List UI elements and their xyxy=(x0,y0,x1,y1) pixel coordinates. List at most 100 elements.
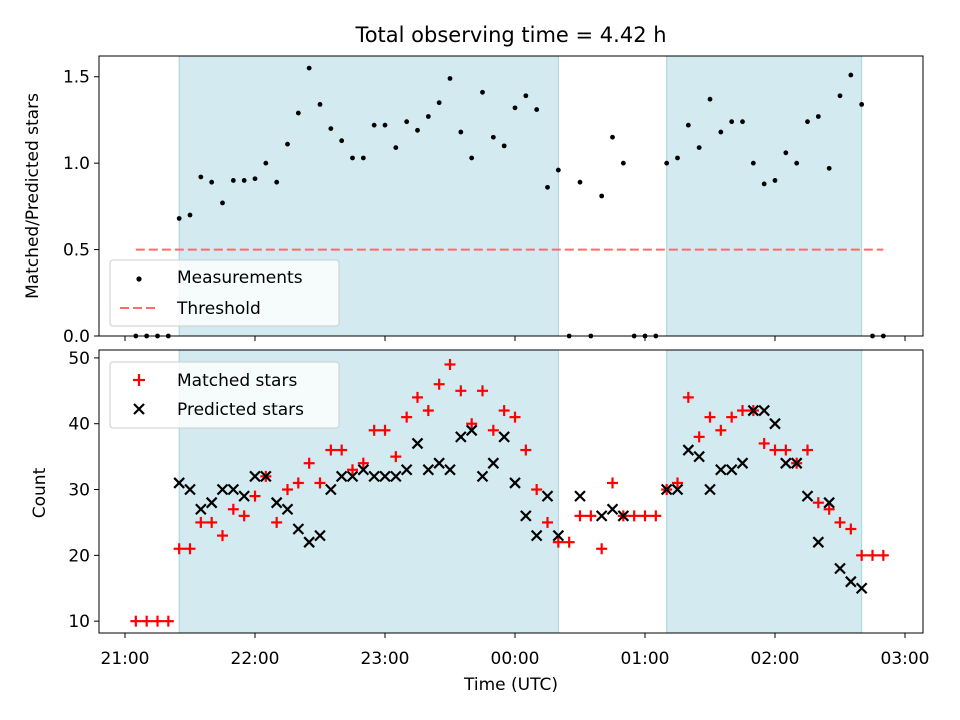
matched-star-point xyxy=(845,523,857,535)
top-ytick-label: 1.5 xyxy=(63,68,90,88)
top-shade-1 xyxy=(666,55,863,337)
top-x-ticks xyxy=(124,336,906,341)
measurement-point xyxy=(490,134,496,140)
matched-star-point xyxy=(433,378,445,390)
predicted-star-point xyxy=(812,536,825,548)
predicted-star-point xyxy=(368,470,380,483)
measurement-point xyxy=(707,96,713,102)
measurement-point xyxy=(848,72,854,78)
measurement-point xyxy=(285,141,290,147)
matched-star-point xyxy=(401,411,413,423)
matched-star-point xyxy=(390,451,402,463)
predicted-star-point xyxy=(552,529,565,542)
bottom-y-ticks: 10 20 30 40 50 xyxy=(68,349,99,632)
top-legend-box xyxy=(109,259,340,327)
predicted-star-point xyxy=(747,404,760,417)
predicted-star-point xyxy=(520,510,532,522)
measurement-point xyxy=(859,101,865,107)
measurement-point xyxy=(555,167,561,173)
predicted-star-point xyxy=(617,510,630,522)
predicted-star-point xyxy=(465,424,478,437)
predicted-star-point xyxy=(823,496,835,509)
matched-star-point xyxy=(249,490,261,502)
legend-matched-marker xyxy=(133,374,145,386)
top-ytick-label: 0.0 xyxy=(63,327,90,347)
measurement-point xyxy=(750,160,756,166)
predicted-star-point xyxy=(530,529,543,542)
legend-threshold-label: Threshold xyxy=(176,299,261,319)
matched-star-point xyxy=(650,510,662,522)
matched-star-point xyxy=(726,411,738,423)
matched-star-point xyxy=(802,444,813,456)
matched-star-point xyxy=(542,516,553,528)
measurement-point xyxy=(458,129,464,135)
matched-star-point xyxy=(531,484,543,496)
matched-star-point xyxy=(574,510,586,522)
matched-star-point xyxy=(628,510,640,522)
matched-star-point xyxy=(314,477,326,489)
measurement-point xyxy=(480,89,485,95)
predicted-star-point xyxy=(487,457,500,469)
matched-star-point xyxy=(487,424,499,436)
measurement-point xyxy=(523,93,529,99)
matched-star-point xyxy=(466,418,478,430)
predicted-star-point xyxy=(693,450,705,463)
xtick-label: 02:00 xyxy=(751,649,800,669)
xtick-label: 23:00 xyxy=(361,649,410,669)
predicted-star-point xyxy=(173,477,185,489)
predicted-star-point xyxy=(325,483,337,496)
legend-predicted-marker xyxy=(133,403,145,415)
measurement-point xyxy=(783,150,789,156)
measurement-point xyxy=(263,160,269,166)
measurement-point xyxy=(360,155,366,161)
predicted-star-point xyxy=(205,496,218,509)
predicted-star-point xyxy=(249,470,261,483)
matched-star-point xyxy=(477,385,488,397)
predicted-star-point xyxy=(834,562,846,575)
predicted-star-point xyxy=(725,464,738,476)
measurement-point xyxy=(339,138,345,144)
matched-star-point xyxy=(271,516,283,528)
matched-star-point xyxy=(639,510,651,522)
top-ytick-label: 1.0 xyxy=(63,154,90,174)
predicted-star-point xyxy=(238,490,250,502)
matched-star-point xyxy=(715,424,727,436)
matched-star-point xyxy=(758,437,770,449)
predicted-star-point xyxy=(574,490,586,502)
measurement-point xyxy=(306,65,312,71)
measurement-point xyxy=(317,101,323,107)
predicted-star-point xyxy=(216,483,229,496)
measurement-point xyxy=(209,179,215,185)
matched-star-point xyxy=(704,411,716,423)
matched-star-point xyxy=(292,477,304,489)
xtick-label: 22:00 xyxy=(231,649,280,669)
predicted-star-point xyxy=(357,464,370,476)
legend-matched-label: Matched stars xyxy=(177,371,297,391)
matched-star-point xyxy=(347,464,358,476)
measurement-point xyxy=(415,127,420,133)
matched-star-point xyxy=(737,405,748,417)
measurement-point xyxy=(198,174,204,180)
measurement-point xyxy=(295,110,301,116)
predicted-star-point xyxy=(509,477,521,489)
bottom-ytick-label: 40 xyxy=(68,415,90,435)
predicted-star-point xyxy=(660,483,673,496)
predicted-star-point xyxy=(769,417,781,430)
matched-star-point xyxy=(336,444,348,456)
legend-measurements-label: Measurements xyxy=(177,268,303,288)
top-y-axis-label: Matched/Predicted stars xyxy=(23,93,43,299)
matched-star-point xyxy=(877,549,889,561)
measurement-point xyxy=(837,93,843,99)
matched-star-point xyxy=(596,543,608,555)
xtick-label: 01:00 xyxy=(621,649,670,669)
matched-star-point xyxy=(238,510,250,522)
measurement-point xyxy=(393,145,399,151)
measurement-point xyxy=(620,160,626,166)
matched-star-point xyxy=(303,457,315,469)
matched-star-point xyxy=(412,391,423,403)
predicted-star-point xyxy=(682,444,695,456)
top-legend: Measurements Threshold xyxy=(109,259,340,327)
predicted-star-point xyxy=(780,457,792,469)
measurement-point xyxy=(274,179,280,185)
matched-star-point xyxy=(217,530,228,542)
